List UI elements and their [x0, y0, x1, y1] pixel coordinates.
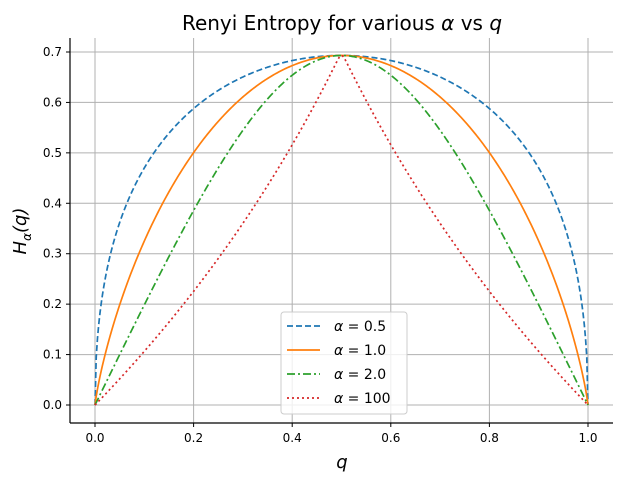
series-line [94, 54, 589, 406]
y-axis-label: Hα(q) [10, 208, 34, 255]
x-tick-label: 0.6 [381, 431, 400, 445]
axis-ticks: 0.0 0.2 0.4 0.6 0.8 1.0 0.0 0.1 0.2 0.3 0.4 0.5 0.6 0… [43, 45, 598, 445]
legend: α = 0.5 α = 1.0 α = 2.0 α = 100 [280, 311, 408, 415]
series-line [94, 54, 589, 406]
legend-label: α = 100 [334, 391, 391, 407]
y-tick-label: 0.5 [43, 146, 62, 160]
x-tick-label: 0.4 [283, 431, 302, 445]
y-tick-label: 0.1 [43, 348, 62, 362]
x-tick-label: 0.0 [85, 431, 104, 445]
x-tick-label: 0.8 [480, 431, 499, 445]
y-tick-label: 0.0 [43, 398, 62, 412]
y-tick-label: 0.4 [43, 196, 62, 210]
series-lines [94, 54, 589, 406]
x-axis-label: q [336, 452, 347, 473]
y-tick-label: 0.6 [43, 95, 62, 109]
legend-box [280, 311, 408, 415]
y-tick-label: 0.7 [43, 45, 62, 59]
legend-label: α = 2.0 [334, 367, 386, 383]
x-tick-label: 0.2 [184, 431, 203, 445]
legend-label: α = 1.0 [334, 343, 386, 359]
legend-label: α = 0.5 [334, 319, 386, 335]
chart-title: Renyi Entropy for various α vs q [182, 11, 502, 35]
series-line [94, 54, 589, 406]
y-tick-label: 0.3 [43, 247, 62, 261]
grid-lines [70, 38, 613, 423]
x-tick-label: 1.0 [578, 431, 597, 445]
y-tick-label: 0.2 [43, 297, 62, 311]
